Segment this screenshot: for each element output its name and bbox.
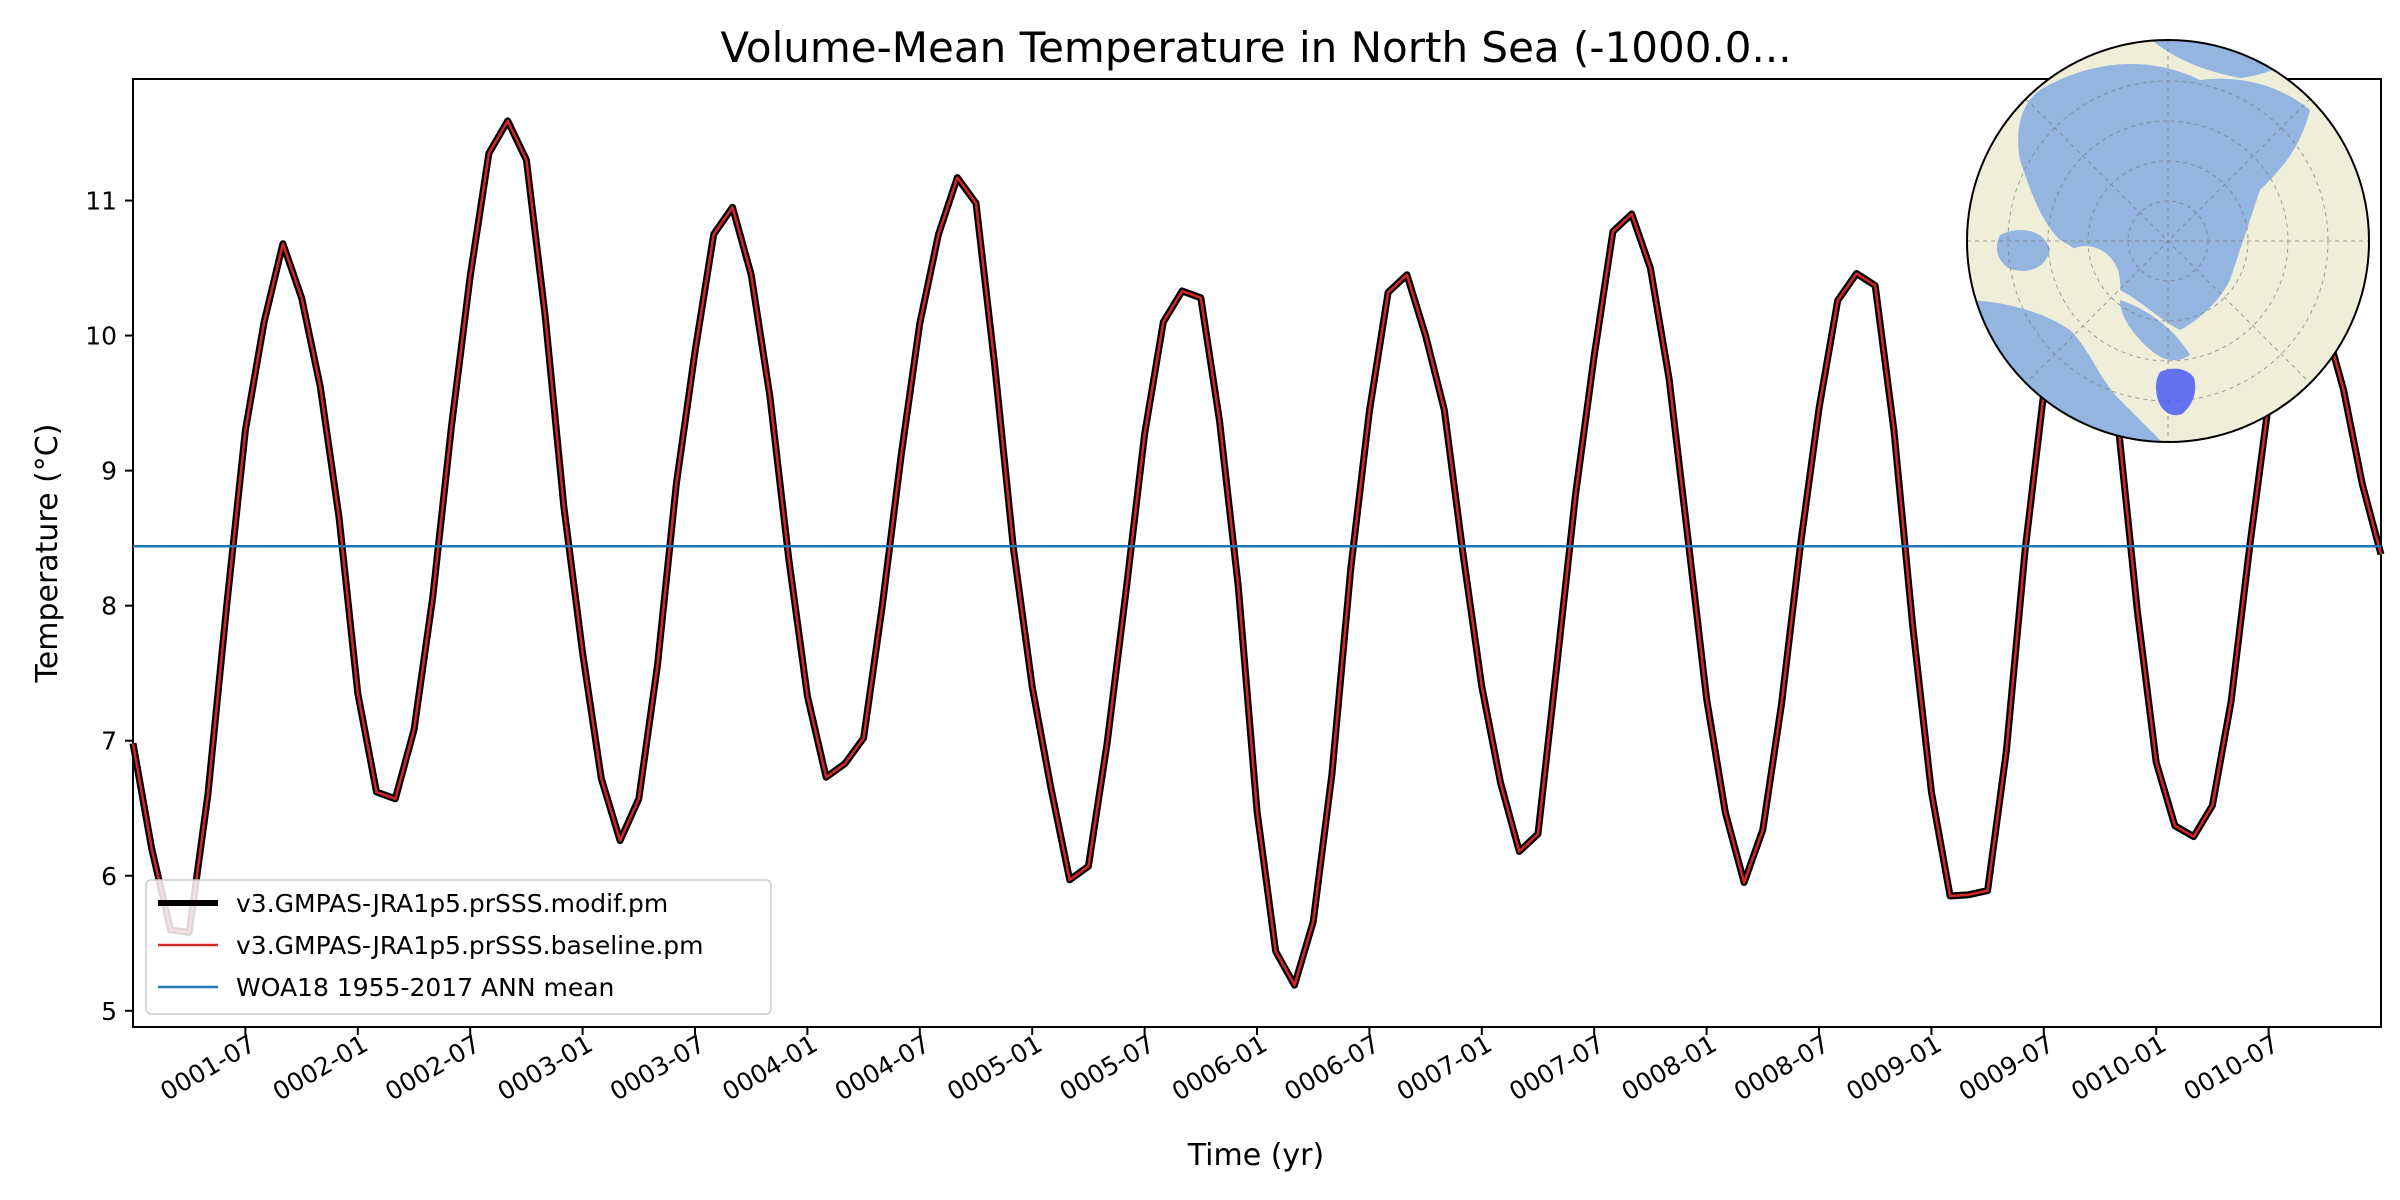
- series-layer: [129, 117, 2385, 989]
- map-border: [1966, 39, 2370, 443]
- x-axis-label: Time (yr): [1187, 1138, 1324, 1173]
- map-north-sea-region: [2155, 368, 2196, 416]
- chart-title: Volume-Mean Temperature in North Sea (-1…: [720, 23, 1791, 72]
- legend-label-modif: v3.GMPAS-JRA1p5.prSSS.modif.pm: [236, 889, 668, 918]
- y-tick-label: 8: [101, 592, 117, 621]
- legend-label-baseline: v3.GMPAS-JRA1p5.prSSS.baseline.pm: [236, 931, 704, 960]
- map-hudson-bay: [1996, 230, 2050, 271]
- map-graticule: [1967, 40, 2369, 442]
- y-tick-label: 6: [101, 862, 117, 891]
- map-norwegian-sea: [2120, 300, 2190, 361]
- series-line-baseline: [131, 119, 2383, 987]
- inset-map: [1966, 39, 2370, 443]
- y-tick-label: 7: [101, 727, 117, 756]
- y-tick-label: 9: [101, 457, 117, 486]
- legend-label-woa: WOA18 1955-2017 ANN mean: [236, 973, 614, 1002]
- y-tick-label: 11: [85, 187, 117, 216]
- y-tick-label: 10: [85, 322, 117, 351]
- y-axis: 5 6 7 8 9 10 11: [85, 187, 133, 1026]
- y-tick-label: 5: [101, 997, 117, 1026]
- y-axis-label: Temperature (°C): [30, 424, 65, 684]
- map-arctic-ocean: [2018, 63, 2310, 331]
- legend: v3.GMPAS-JRA1p5.prSSS.modif.pm v3.GMPAS-…: [145, 879, 772, 1015]
- map-greenland: [2063, 246, 2121, 341]
- legend-box: [145, 879, 772, 1015]
